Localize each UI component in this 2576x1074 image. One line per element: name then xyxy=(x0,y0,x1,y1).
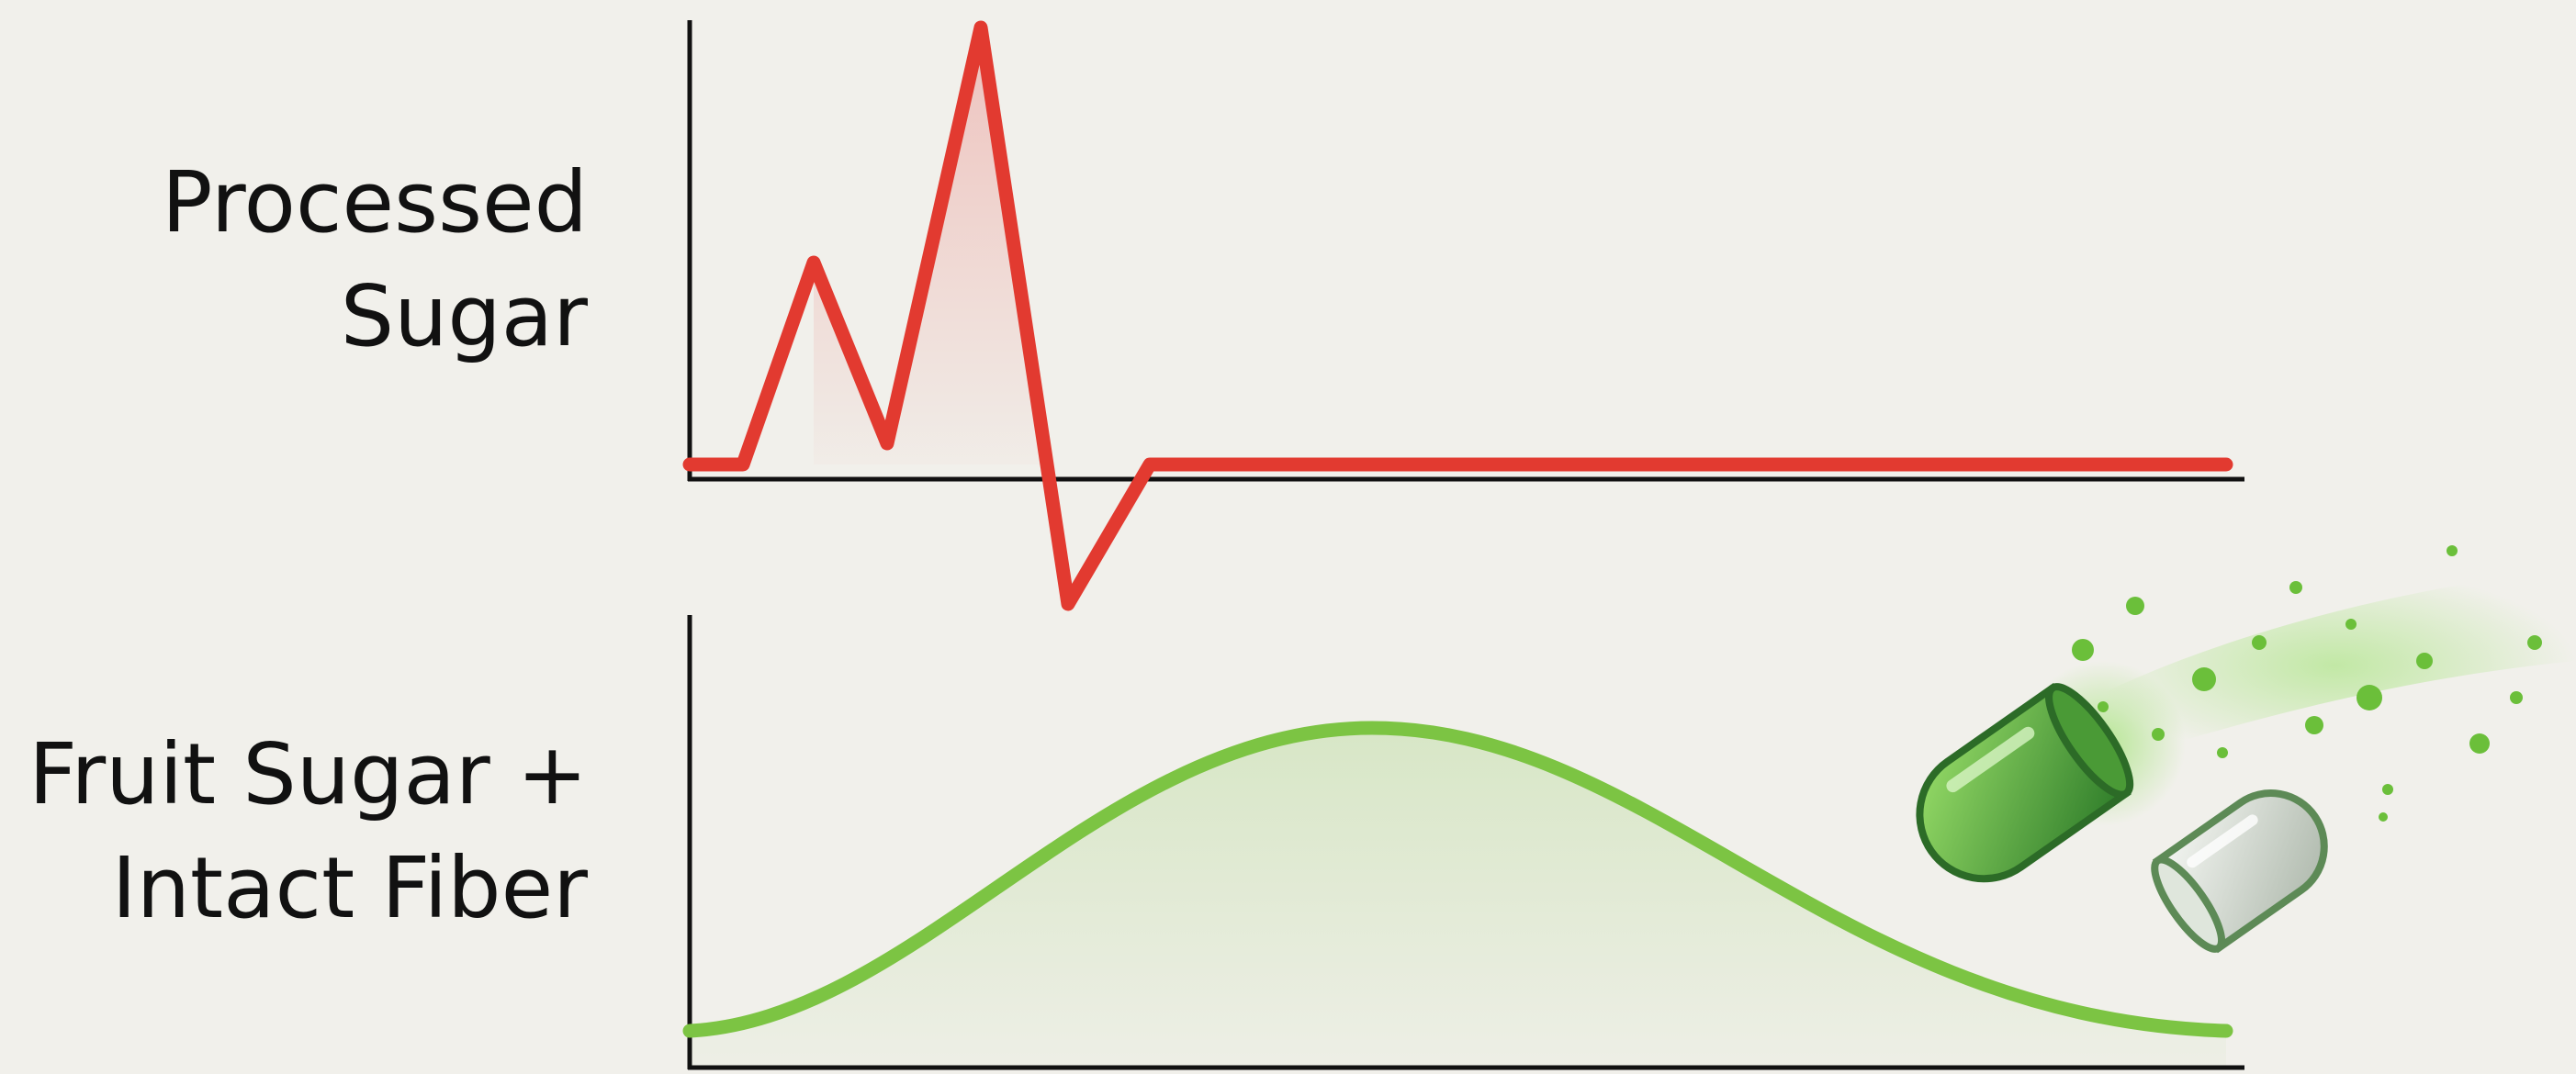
glow xyxy=(2094,569,2576,762)
capsule-gray xyxy=(2151,789,2328,954)
label: Intact Fiber xyxy=(112,839,589,937)
label: Processed xyxy=(162,153,588,252)
spike-line xyxy=(682,20,2233,611)
label: Sugar xyxy=(341,267,588,365)
area xyxy=(690,728,2226,1068)
area xyxy=(814,28,1041,464)
fruit-chart xyxy=(682,615,2244,1070)
processed-chart xyxy=(682,20,2244,611)
capsule xyxy=(1916,545,2576,954)
curve xyxy=(682,721,2233,1038)
particles xyxy=(2072,545,2542,822)
capsule-green xyxy=(1916,682,2134,883)
label: Fruit Sugar + xyxy=(28,725,588,823)
